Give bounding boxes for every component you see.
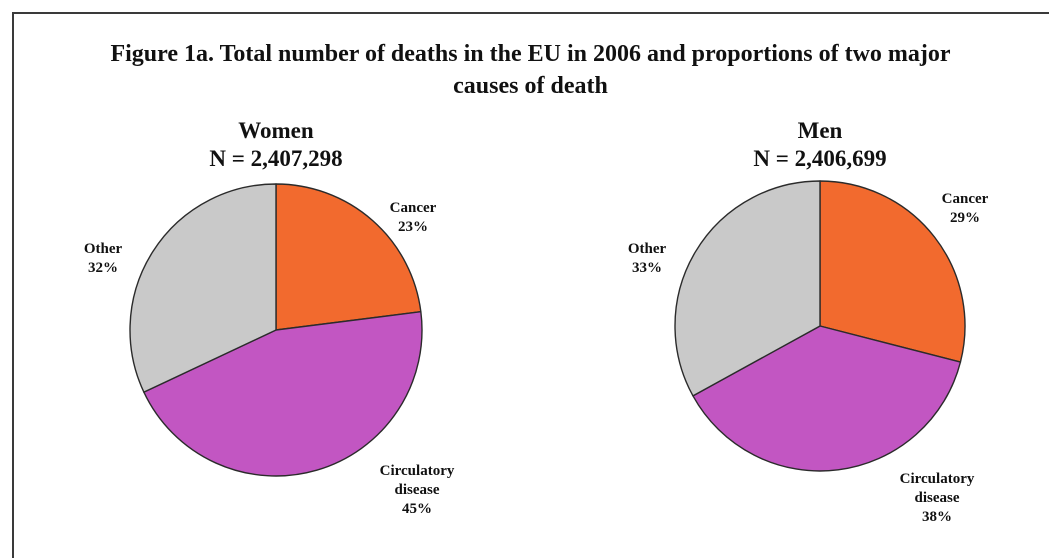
slice-label-circulatory-disease: Circulatory disease 45% xyxy=(380,463,455,517)
pie-title: Women xyxy=(238,118,314,143)
pie-chart-men: Men N = 2,406,699 Cancer 29% Circulatory dise… xyxy=(628,118,989,525)
pie-slice-circulatory-disease xyxy=(143,311,423,477)
slice-label-cancer: Cancer 29% xyxy=(942,191,989,226)
pie-slice-other xyxy=(674,180,821,397)
figure-title-line-2: causes of death xyxy=(453,73,608,99)
pie-slice-circulatory-disease xyxy=(692,325,962,472)
figure-frame xyxy=(12,12,1049,558)
pie-slice-cancer xyxy=(819,180,966,363)
slice-label-cancer: Cancer 23% xyxy=(390,200,437,235)
figure-title: Figure 1a. Total number of deaths in the… xyxy=(12,38,1049,102)
pie-subtitle: N = 2,406,699 xyxy=(753,146,886,171)
slice-label-other: Other 32% xyxy=(84,241,123,276)
pie-slice-cancer xyxy=(275,183,422,331)
pie-title: Men xyxy=(798,118,843,143)
pie-chart-women: Women N = 2,407,298 Cancer 23% Circulatory di… xyxy=(84,118,455,517)
figure-title-line-1: Figure 1a. Total number of deaths in the… xyxy=(110,41,951,67)
slice-label-circulatory-disease: Circulatory disease 38% xyxy=(900,471,975,525)
pie-slice-other xyxy=(129,183,277,393)
pie-subtitle: N = 2,407,298 xyxy=(209,146,342,171)
slice-label-other: Other 33% xyxy=(628,241,667,276)
